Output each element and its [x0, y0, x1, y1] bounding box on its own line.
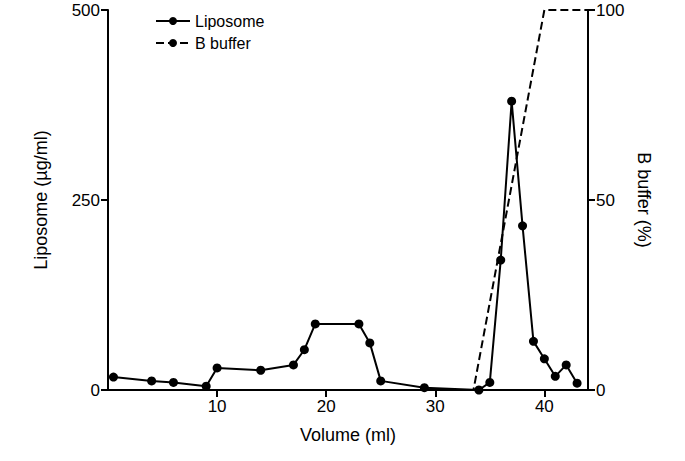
svg-text:Volume (ml): Volume (ml): [300, 425, 396, 445]
svg-text:0: 0: [596, 381, 605, 400]
svg-text:50: 50: [596, 191, 615, 210]
svg-text:Liposome (µg/ml): Liposome (µg/ml): [31, 130, 51, 269]
svg-text:100: 100: [596, 1, 624, 20]
svg-text:20: 20: [317, 397, 336, 416]
svg-text:250: 250: [72, 191, 100, 210]
svg-text:Liposome: Liposome: [195, 13, 264, 30]
svg-text:500: 500: [72, 1, 100, 20]
svg-text:B buffer (%): B buffer (%): [634, 152, 654, 248]
svg-text:B buffer: B buffer: [195, 35, 251, 52]
svg-text:10: 10: [208, 397, 227, 416]
svg-text:40: 40: [535, 397, 554, 416]
svg-text:30: 30: [426, 397, 445, 416]
svg-text:0: 0: [91, 381, 100, 400]
